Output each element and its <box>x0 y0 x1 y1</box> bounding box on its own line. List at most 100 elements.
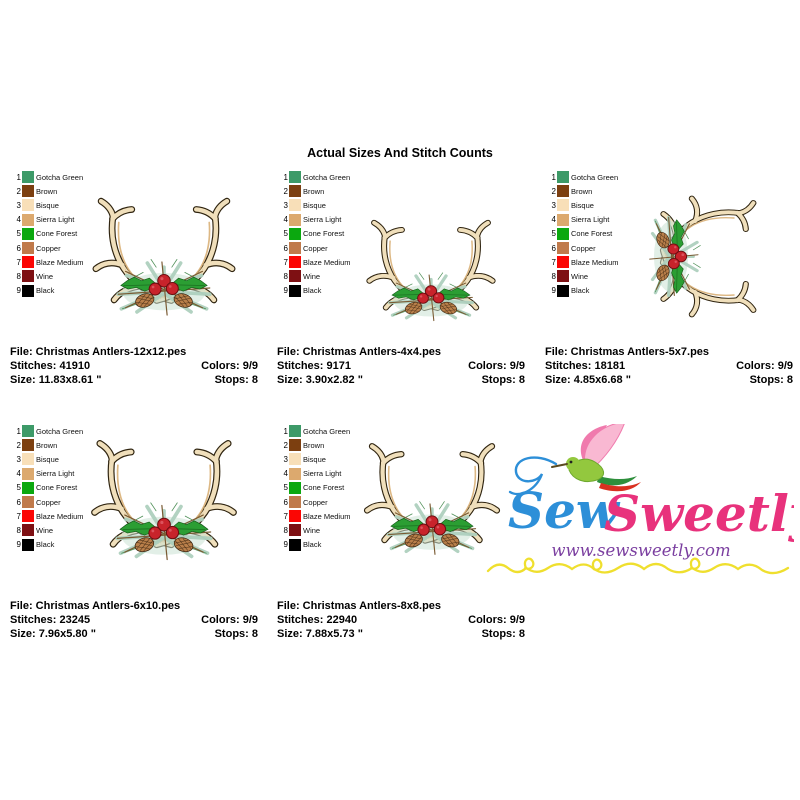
thread-number: 2 <box>16 186 21 196</box>
legend-row: 7 Blaze Medium <box>12 255 84 269</box>
thread-swatch <box>289 453 301 466</box>
thread-number: 8 <box>551 271 556 281</box>
thread-name: Copper <box>36 243 61 253</box>
thread-number: 5 <box>283 229 288 239</box>
design-info: File: Christmas Antlers-12x12.pes Stitch… <box>10 346 258 387</box>
design-size: Size: 7.96x5.80 " <box>10 627 96 640</box>
stitch-count: Stitches: 18181 <box>545 359 626 372</box>
thread-number: 9 <box>16 286 21 296</box>
thread-swatch <box>289 467 301 480</box>
legend-row: 3 Bisque <box>12 452 84 466</box>
design-panel-4x4: 1 Gotcha Green 2 Brown 3 Bisque 4 Sierra… <box>277 168 525 400</box>
legend-row: 6 Copper <box>279 495 351 509</box>
file-name: File: Christmas Antlers-5x7.pes <box>545 346 710 358</box>
thread-number: 6 <box>16 497 21 507</box>
thread-number: 8 <box>283 271 288 281</box>
legend-row: 4 Sierra Light <box>12 213 84 227</box>
legend-row: 8 Wine <box>12 269 84 283</box>
thread-swatch <box>289 199 301 212</box>
thread-swatch <box>22 199 34 212</box>
stitch-count: Stitches: 23245 <box>10 613 91 626</box>
thread-swatch <box>289 481 301 494</box>
legend-row: 2 Brown <box>547 184 619 198</box>
thread-swatch <box>22 453 34 466</box>
legend-row: 7 Blaze Medium <box>279 509 351 523</box>
thread-name: Cone Forest <box>303 483 345 493</box>
legend-row: 7 Blaze Medium <box>547 255 619 269</box>
thread-name: Cone Forest <box>571 229 613 239</box>
thread-curl-decoration <box>508 456 558 496</box>
thread-name: Sierra Light <box>571 215 610 225</box>
thread-name: Copper <box>303 497 328 507</box>
thread-swatch <box>289 171 301 184</box>
thread-name: Bisque <box>303 454 326 464</box>
legend-row: 6 Copper <box>12 241 84 255</box>
design-panel-8x8: 1 Gotcha Green 2 Brown 3 Bisque 4 Sierra… <box>277 422 525 654</box>
thread-swatch <box>557 171 569 184</box>
thread-number: 2 <box>16 440 21 450</box>
thread-number: 6 <box>16 243 21 253</box>
thread-swatch <box>22 510 34 523</box>
thread-name: Gotcha Green <box>303 426 351 436</box>
stop-count: Stops: 8 <box>481 627 525 640</box>
thread-number: 5 <box>16 229 21 239</box>
thread-name: Gotcha Green <box>36 172 84 182</box>
thread-name: Black <box>571 286 590 296</box>
thread-name: Gotcha Green <box>303 172 351 182</box>
design-preview-12x12 <box>60 184 268 340</box>
thread-number: 2 <box>283 440 288 450</box>
thread-number: 4 <box>283 215 288 225</box>
legend-row: 1 Gotcha Green <box>12 424 84 438</box>
thread-name: Copper <box>571 243 596 253</box>
thread-name: Bisque <box>36 454 59 464</box>
thread-name: Sierra Light <box>303 469 342 479</box>
thread-swatch <box>289 227 301 240</box>
legend-row: 2 Brown <box>12 184 84 198</box>
thread-name: Black <box>36 540 55 550</box>
thread-name: Blaze Medium <box>36 257 84 267</box>
thread-name: Blaze Medium <box>36 511 84 521</box>
thread-number: 4 <box>16 215 21 225</box>
design-preview-6x10 <box>58 426 270 585</box>
color-count: Colors: 9/9 <box>736 359 793 372</box>
legend-row: 3 Bisque <box>279 452 351 466</box>
design-panel-12x12: 1 Gotcha Green 2 Brown 3 Bisque 4 Sierra… <box>10 168 258 400</box>
file-name: File: Christmas Antlers-8x8.pes <box>277 600 442 612</box>
thread-name: Wine <box>571 271 589 281</box>
legend-row: 7 Blaze Medium <box>279 255 351 269</box>
legend-row: 1 Gotcha Green <box>279 424 351 438</box>
squiggle-decoration <box>486 557 790 575</box>
thread-name: Brown <box>571 186 593 196</box>
legend-row: 5 Cone Forest <box>279 481 351 495</box>
legend-row: 6 Copper <box>279 241 351 255</box>
stop-count: Stops: 8 <box>214 627 258 640</box>
thread-name: Blaze Medium <box>303 257 351 267</box>
thread-swatch <box>22 242 34 255</box>
thread-name: Sierra Light <box>36 469 75 479</box>
thread-number: 9 <box>16 540 21 550</box>
thread-number: 8 <box>16 525 21 535</box>
thread-swatch <box>22 524 34 537</box>
file-name: File: Christmas Antlers-6x10.pes <box>10 600 181 612</box>
thread-swatch <box>289 242 301 255</box>
thread-number: 7 <box>16 257 21 267</box>
hummingbird-icon <box>551 424 641 492</box>
thread-name: Sierra Light <box>303 215 342 225</box>
stitch-count: Stitches: 9171 <box>277 359 351 372</box>
legend-row: 4 Sierra Light <box>279 213 351 227</box>
thread-name: Cone Forest <box>36 483 78 493</box>
thread-number: 9 <box>551 286 556 296</box>
thread-swatch <box>22 467 34 480</box>
legend-row: 1 Gotcha Green <box>12 170 84 184</box>
thread-number: 1 <box>16 426 21 436</box>
thread-swatch <box>557 185 569 198</box>
thread-color-legend: 1 Gotcha Green 2 Brown 3 Bisque 4 Sierra… <box>279 424 351 552</box>
thread-swatch <box>557 284 569 297</box>
legend-row: 5 Cone Forest <box>12 481 84 495</box>
stop-count: Stops: 8 <box>749 373 793 386</box>
legend-row: 5 Cone Forest <box>279 227 351 241</box>
thread-name: Cone Forest <box>303 229 345 239</box>
thread-number: 6 <box>551 243 556 253</box>
thread-number: 8 <box>16 271 21 281</box>
thread-swatch <box>289 213 301 226</box>
